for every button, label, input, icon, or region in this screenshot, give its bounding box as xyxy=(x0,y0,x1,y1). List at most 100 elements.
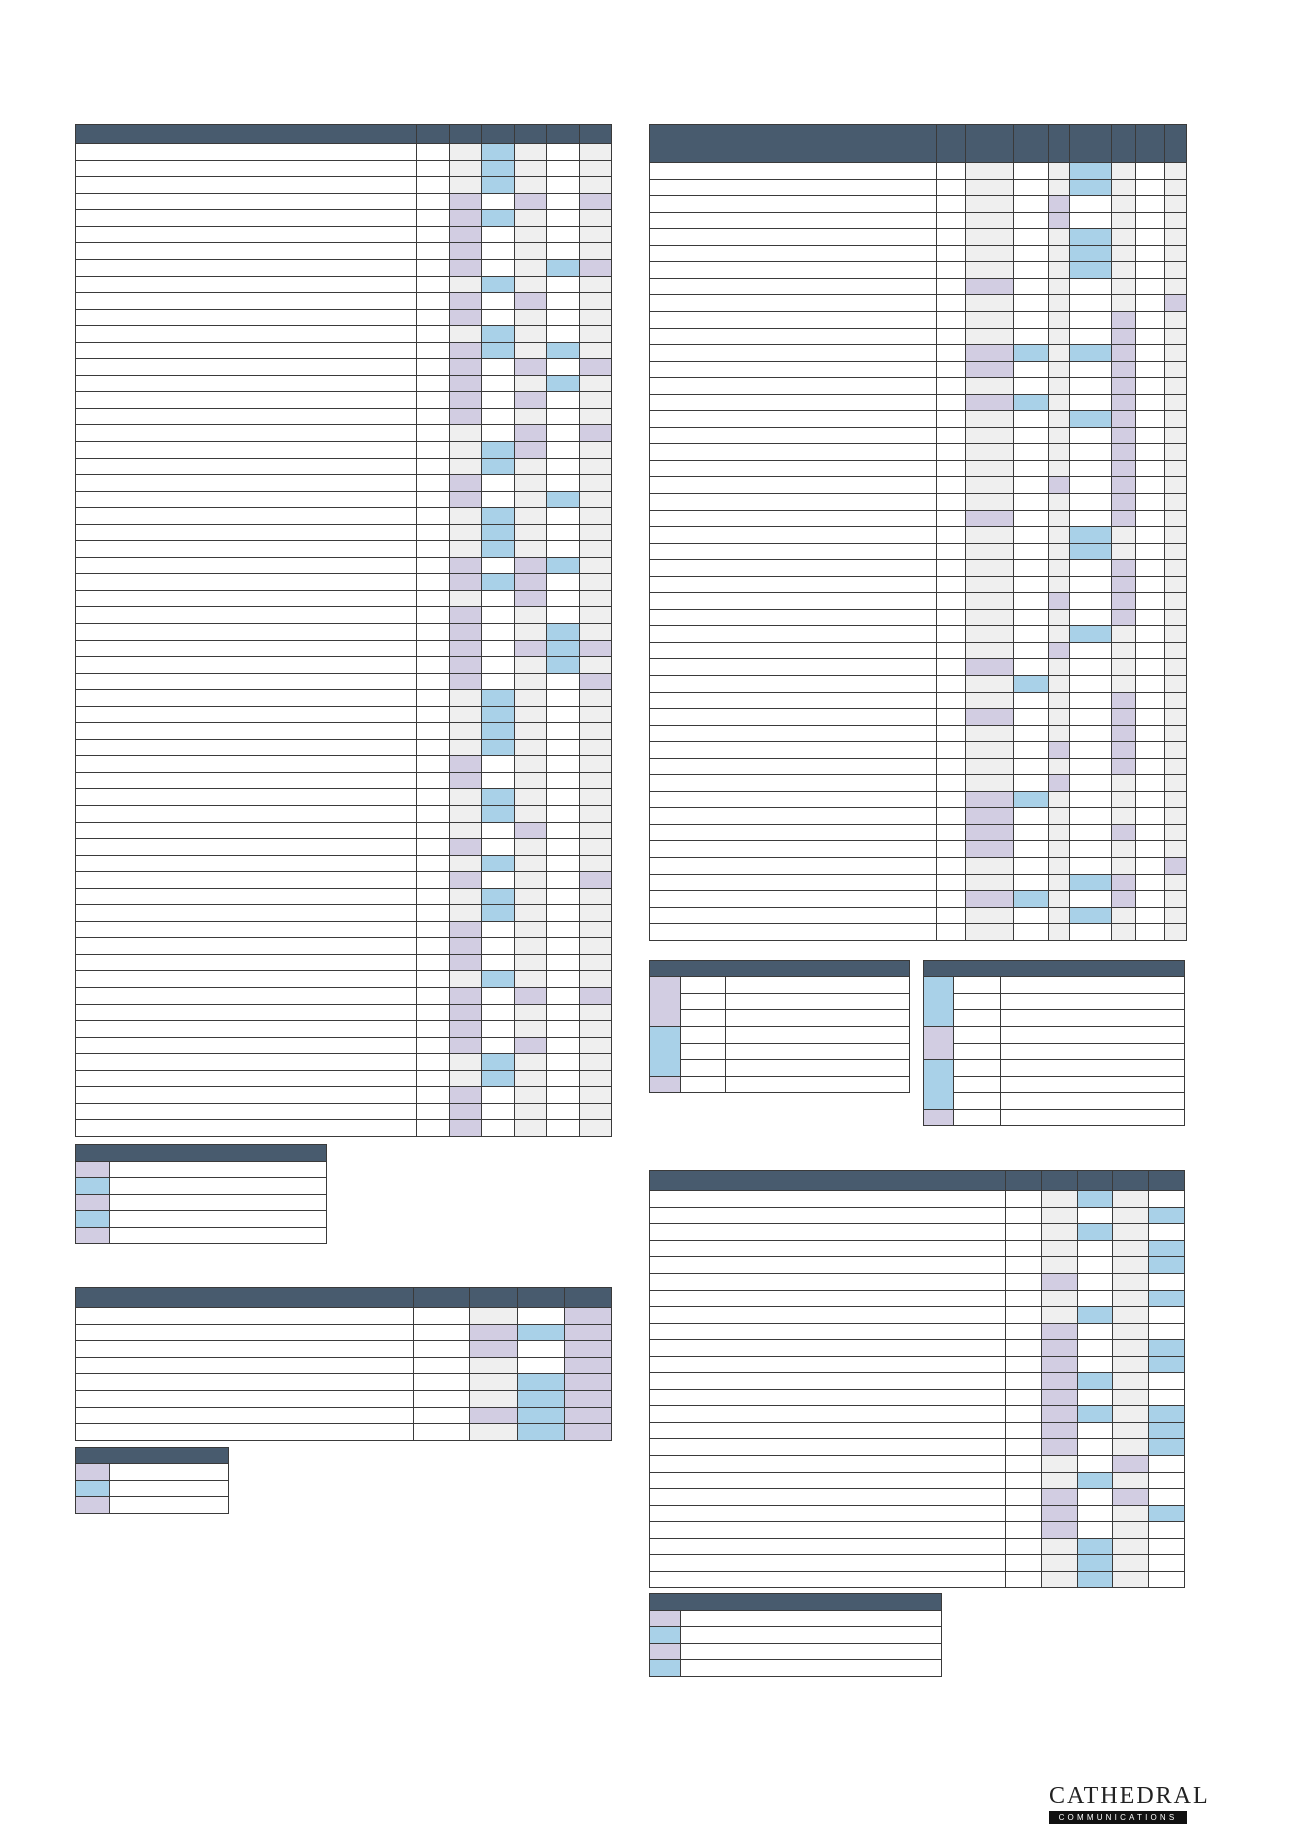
table-cell xyxy=(1113,1207,1148,1224)
legend-cell xyxy=(953,1027,1000,1043)
table-cell xyxy=(1069,659,1112,675)
table-cell xyxy=(1112,444,1135,460)
table-cell xyxy=(75,640,417,657)
table-cell xyxy=(650,1571,1005,1588)
table-cell xyxy=(1165,510,1186,527)
table-cell xyxy=(650,278,937,295)
table-cell xyxy=(1165,427,1186,444)
header-cell xyxy=(937,125,965,163)
table-cell xyxy=(450,806,482,822)
table-cell xyxy=(650,1207,1005,1224)
legend-cell xyxy=(953,1043,1000,1060)
table-cell xyxy=(417,524,450,541)
table-cell xyxy=(1113,1456,1148,1472)
table-cell xyxy=(450,425,482,441)
table-cell xyxy=(1077,1323,1113,1340)
table-cell xyxy=(1077,1373,1113,1389)
legend-cell xyxy=(953,1093,1000,1109)
table-cell xyxy=(450,293,482,309)
table-cell xyxy=(1165,477,1186,493)
table-cell xyxy=(1135,626,1165,642)
table-cell xyxy=(547,491,580,508)
table-cell xyxy=(1005,1571,1042,1588)
table-cell xyxy=(937,543,965,560)
table-cell xyxy=(1165,924,1186,940)
table-cell xyxy=(450,326,482,342)
table-cell xyxy=(450,756,482,772)
table-cell xyxy=(515,160,547,177)
table-cell xyxy=(417,756,450,772)
table-cell xyxy=(417,458,450,475)
table-cell xyxy=(1112,808,1135,824)
table-cell xyxy=(515,640,547,657)
legend-cell xyxy=(725,1027,909,1043)
legend-cell xyxy=(725,1010,909,1026)
table-cell xyxy=(1069,262,1112,278)
table-cell xyxy=(547,541,580,557)
table-cell xyxy=(580,822,612,839)
legend-cell xyxy=(725,1076,909,1093)
table-cell xyxy=(937,179,965,196)
table-cell xyxy=(580,988,612,1004)
table-cell xyxy=(650,212,937,229)
table-cell xyxy=(937,295,965,311)
table-cell xyxy=(1112,775,1135,791)
table-cell xyxy=(482,243,515,259)
table-cell xyxy=(564,1324,612,1341)
table-cell xyxy=(75,1374,413,1390)
table-cell xyxy=(1148,1406,1185,1422)
table-cell xyxy=(1135,808,1165,824)
table-cell xyxy=(417,855,450,872)
table-cell xyxy=(450,1087,482,1103)
table-cell xyxy=(1069,891,1112,907)
table-cell xyxy=(937,262,965,278)
table-cell xyxy=(650,642,937,659)
table-cell xyxy=(937,477,965,493)
table-cell xyxy=(965,262,1013,278)
table-cell xyxy=(1049,775,1069,791)
table-cell xyxy=(417,1054,450,1070)
table-cell xyxy=(547,756,580,772)
table-cell xyxy=(450,408,482,425)
table-cell xyxy=(965,791,1013,808)
table-cell xyxy=(1069,411,1112,427)
table-cell xyxy=(1135,245,1165,262)
logo-name: CATHEDRAL xyxy=(1049,1783,1210,1809)
table-cell xyxy=(515,392,547,408)
table-cell xyxy=(547,160,580,177)
legend-swatch xyxy=(650,1610,680,1627)
table-cell xyxy=(547,557,580,574)
table-cell xyxy=(580,425,612,441)
table-cell xyxy=(450,1021,482,1037)
table-cell xyxy=(417,243,450,259)
legend-header xyxy=(75,1145,327,1161)
table-cell xyxy=(1165,312,1186,328)
table-cell xyxy=(515,574,547,590)
table-cell xyxy=(75,954,417,971)
table-cell xyxy=(1069,527,1112,543)
table-cell xyxy=(450,624,482,640)
table-cell xyxy=(937,609,965,626)
table-cell xyxy=(417,739,450,756)
table-cell xyxy=(450,160,482,177)
table-cell xyxy=(1148,1389,1185,1406)
table-cell xyxy=(937,692,965,709)
table-cell xyxy=(1069,758,1112,775)
table-cell xyxy=(1069,427,1112,444)
table-cell xyxy=(1014,229,1049,245)
table-cell xyxy=(1165,262,1186,278)
table-cell xyxy=(580,177,612,193)
table-cell xyxy=(470,1357,517,1374)
table-cell xyxy=(417,673,450,690)
table-cell xyxy=(450,359,482,375)
table-cell xyxy=(547,954,580,971)
table-cell xyxy=(580,839,612,855)
table-cell xyxy=(1069,245,1112,262)
table-cell xyxy=(547,326,580,342)
table-cell xyxy=(1042,1472,1077,1489)
table-cell xyxy=(515,326,547,342)
legend-cell xyxy=(953,1060,1000,1076)
table-cell xyxy=(1135,676,1165,692)
table-cell xyxy=(1112,163,1135,179)
table-cell xyxy=(1113,1439,1148,1455)
